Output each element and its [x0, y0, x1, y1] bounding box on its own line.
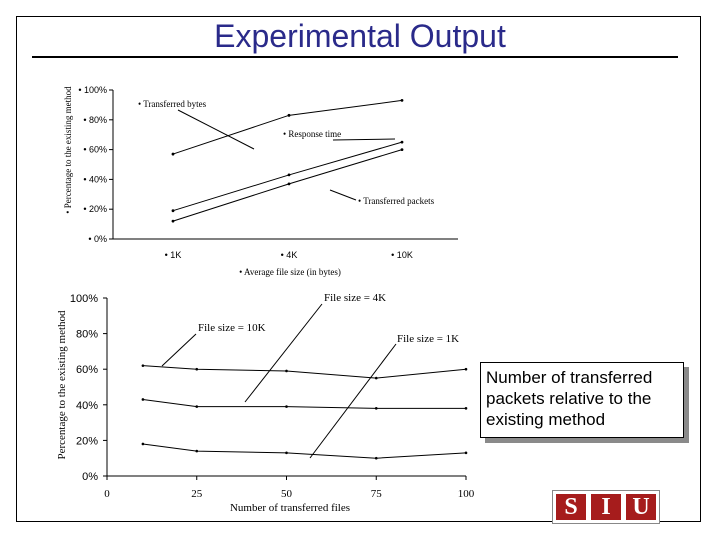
chart1-y-tick-label: • 100%	[78, 85, 107, 95]
chart1-leader-line	[177, 109, 255, 150]
chart2-y-tick-label: 60%	[76, 364, 98, 376]
chart2-leader-line	[309, 343, 397, 459]
chart2-y-tick-label: 0%	[82, 471, 98, 483]
chart1-series-line	[172, 149, 403, 222]
chart2-data-point	[464, 451, 468, 455]
chart1-y-tick-label: • 80%	[83, 115, 107, 125]
chart1-data-point	[171, 219, 175, 223]
chart1-x-axis-label: • Average file size (in bytes)	[239, 267, 341, 277]
chart1-series-label: • Response time	[283, 129, 341, 139]
chart2-y-axis-label: Percentage to the existing method	[56, 310, 68, 460]
chart2-data-point	[141, 442, 145, 446]
chart2-leader-line	[161, 333, 197, 367]
chart1-data-point	[287, 182, 291, 186]
chart2-x-tick-label: 0	[104, 488, 110, 500]
chart2-leader-line	[244, 303, 323, 403]
chart2-x-axis-label: Number of transferred files	[230, 502, 350, 514]
chart1-data-point	[287, 113, 291, 117]
chart2-y-tick-label: 80%	[76, 329, 98, 341]
chart2-data-point	[285, 405, 288, 408]
chart2-annotation: File size = 10K	[198, 322, 266, 334]
chart2-x-tick-label: 50	[281, 488, 293, 500]
chart2-annotation: File size = 4K	[324, 292, 386, 304]
chart1-y-tick-label: • 60%	[83, 145, 107, 155]
slide-title: Experimental Output	[214, 18, 506, 54]
chart1-series-label: • Transferred bytes	[138, 99, 207, 109]
chart1-y-tick-label: • 20%	[83, 204, 107, 214]
chart2-data-point	[285, 451, 288, 455]
chart2-data-point	[141, 398, 145, 401]
chart2-y-tick-label: 100%	[70, 293, 98, 305]
chart1-series-label: • Transferred packets	[358, 196, 435, 206]
chart2-data-point	[195, 405, 199, 408]
chart1-data-point	[171, 152, 175, 156]
chart2-data-point	[195, 367, 199, 371]
chart2-y-tick-label: 20%	[76, 435, 98, 447]
chart2-series-line	[142, 398, 466, 409]
chart1-y-tick-label: • 0%	[88, 234, 107, 244]
chart2-data-point	[374, 376, 378, 380]
chart2-annotation: File size = 1K	[397, 333, 459, 345]
chart2-data-point	[374, 407, 378, 410]
chart1-data-point	[400, 140, 404, 144]
chart1-data-point	[400, 148, 404, 152]
chart1-series-line	[172, 99, 403, 155]
chart2-x-tick-label: 25	[191, 488, 203, 500]
title-underline	[32, 56, 678, 58]
chart2-data-point	[141, 364, 145, 367]
chart1-y-tick-label: • 40%	[83, 174, 107, 184]
chart1-data-point	[287, 173, 291, 177]
chart2-series-line	[142, 443, 467, 459]
chart1-x-tick-label: • 4K	[281, 250, 298, 260]
chart2-y-tick-label: 40%	[76, 400, 98, 412]
chart1-data-point	[400, 99, 404, 102]
chart1-y-axis-label: • Percentage to the existing method	[63, 86, 73, 214]
chart1-leader-line	[329, 189, 357, 201]
chart-note: Number of transferred packets relative t…	[480, 362, 684, 438]
logo-letter-u: U	[626, 494, 656, 520]
chart1-leader-line	[332, 138, 396, 141]
chart1-data-point	[171, 209, 175, 213]
logo-letter-s: S	[556, 494, 586, 520]
chart2-data-point	[195, 449, 199, 453]
chart2-x-tick-label: 100	[458, 488, 475, 500]
slide-frame	[16, 16, 701, 522]
chart2-data-point	[285, 369, 288, 373]
chart1-x-tick-label: • 1K	[165, 250, 182, 260]
chart2-data-point	[464, 367, 468, 371]
chart2-series-line	[142, 365, 467, 379]
chart2-data-point	[374, 456, 378, 460]
siu-logo: S I U	[552, 490, 660, 524]
chart2-data-point	[464, 407, 468, 410]
chart1-x-tick-label: • 10K	[391, 250, 413, 260]
logo-letter-i: I	[591, 494, 621, 520]
chart2-x-tick-label: 75	[371, 488, 383, 500]
